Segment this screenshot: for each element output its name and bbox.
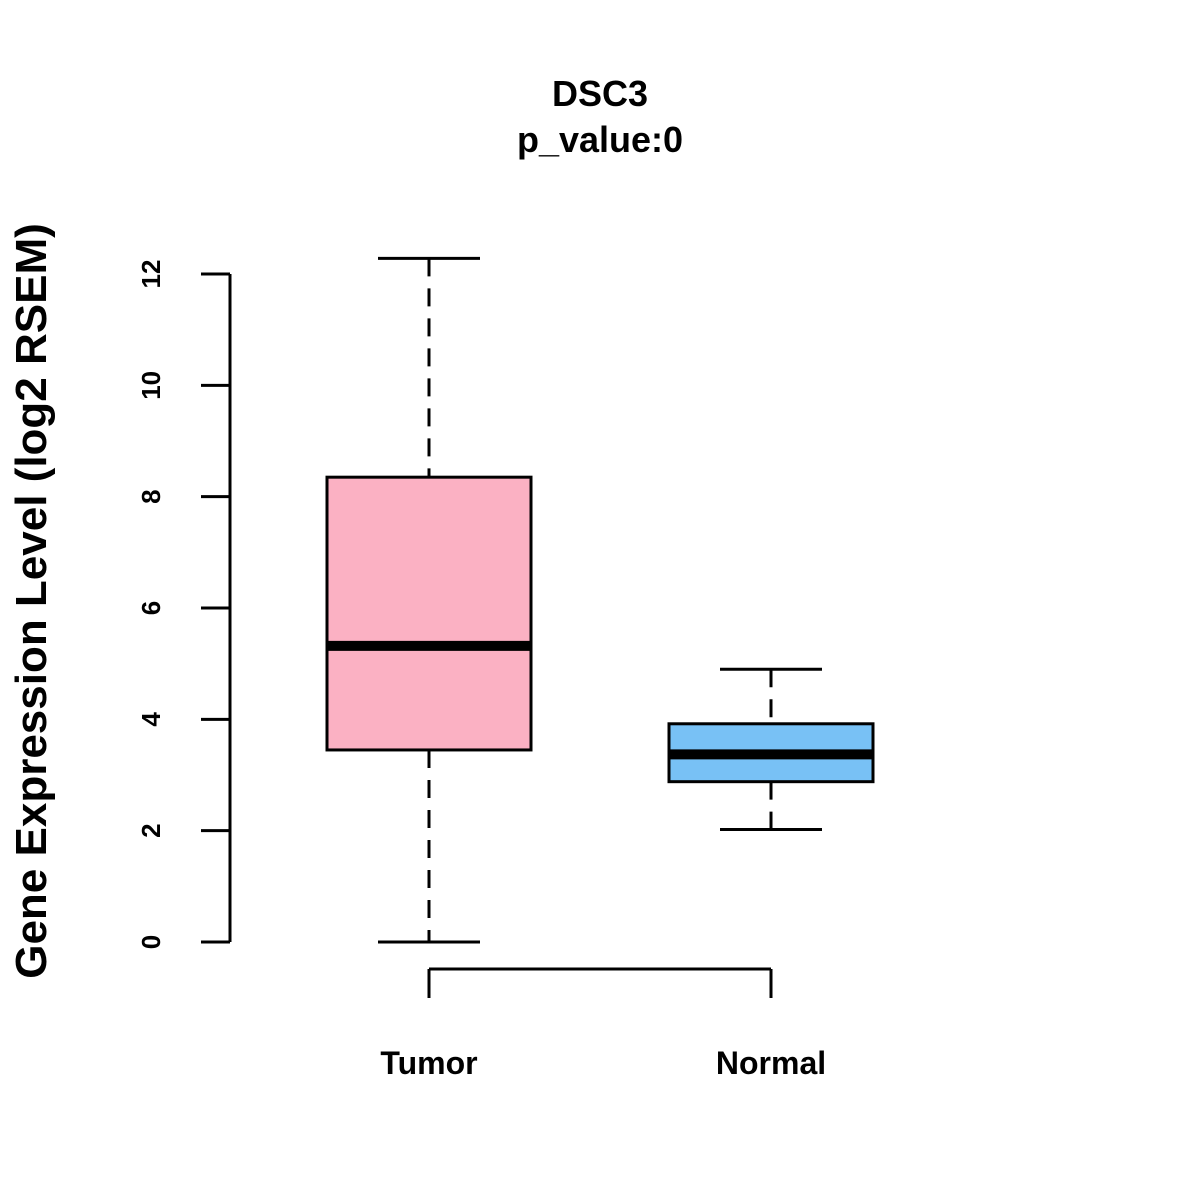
category-label-tumor: Tumor bbox=[380, 1045, 477, 1081]
y-tick-label: 6 bbox=[136, 601, 166, 615]
box-normal bbox=[667, 667, 875, 832]
y-axis-label: Gene Expression Level (log2 RSEM) bbox=[7, 223, 56, 979]
category-label-normal: Normal bbox=[716, 1045, 826, 1081]
comparison-bracket bbox=[427, 967, 773, 998]
chart-subtitle: p_value:0 bbox=[517, 119, 683, 160]
box-tumor bbox=[325, 256, 533, 944]
y-tick-label: 8 bbox=[136, 489, 166, 503]
iqr-box bbox=[325, 475, 533, 752]
boxes-group bbox=[325, 256, 875, 944]
y-tick-label: 2 bbox=[136, 823, 166, 837]
category-labels: Tumor Normal bbox=[380, 1045, 826, 1081]
chart-title: DSC3 bbox=[552, 73, 648, 114]
y-tick-label: 0 bbox=[136, 935, 166, 949]
y-tick-label: 12 bbox=[136, 260, 166, 289]
y-tick-label: 10 bbox=[136, 371, 166, 400]
y-tick-label: 4 bbox=[136, 712, 166, 727]
y-axis: 0 2 4 6 8 10 12 bbox=[136, 260, 232, 949]
